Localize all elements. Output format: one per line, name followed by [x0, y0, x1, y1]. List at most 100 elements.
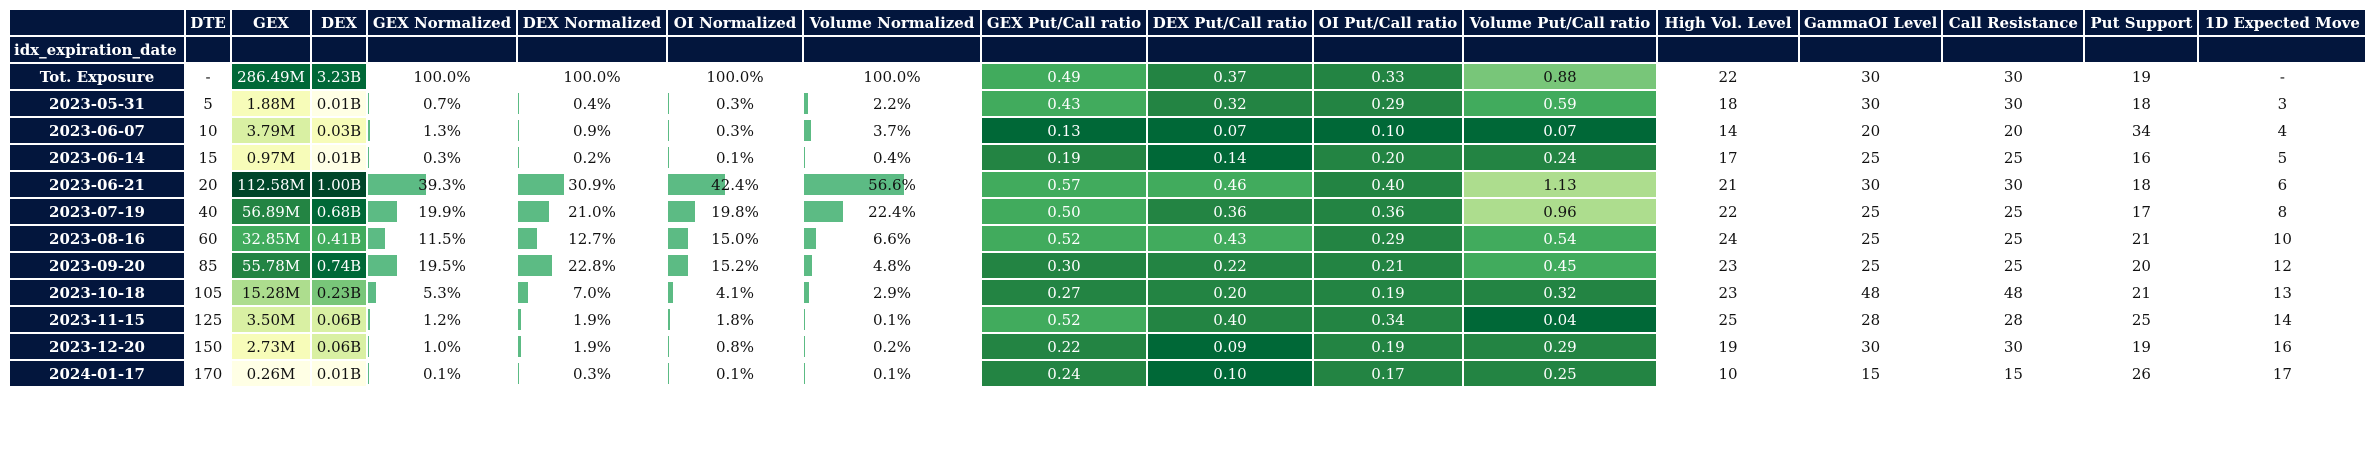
- cell-gex: 3.79M: [230, 116, 312, 145]
- index-header-blank: [980, 35, 1148, 64]
- cell-dex-normalized: 1.9%: [516, 332, 668, 361]
- index-header-blank: [802, 35, 982, 64]
- bar-fill: [519, 174, 564, 195]
- cell-value: 15.0%: [711, 229, 759, 248]
- column-header-gex: GEX: [230, 8, 312, 37]
- bar-fill: [804, 363, 805, 384]
- cell-value: 100.0%: [863, 67, 921, 86]
- cell-dex: 3.23B: [310, 62, 368, 91]
- bar-fill: [669, 228, 689, 249]
- bar-fill: [519, 336, 521, 357]
- row-label: 2023-09-20: [8, 251, 186, 280]
- row-label: 2023-11-15: [8, 305, 186, 334]
- bar-fill: [369, 282, 376, 303]
- row-label: 2023-07-19: [8, 197, 186, 226]
- row-label: 2023-06-21: [8, 170, 186, 199]
- cell-gex-put-call-ratio: 0.22: [980, 332, 1148, 361]
- cell-value: 0.9%: [572, 121, 612, 140]
- bar-fill: [518, 147, 519, 168]
- cell-value: 3.7%: [872, 121, 912, 140]
- cell-value: 100.0%: [563, 67, 621, 86]
- cell-gex: 286.49M: [230, 62, 312, 91]
- index-header-blank: [2083, 35, 2200, 64]
- cell-gammaoi-level: 30: [1797, 62, 1944, 91]
- bar-fill: [369, 336, 370, 357]
- bar-fill: [369, 93, 370, 114]
- cell-oi-normalized: 0.1%: [666, 359, 804, 388]
- cell-dex: 0.01B: [310, 89, 368, 118]
- bar-fill: [804, 336, 805, 357]
- cell-put-support: 21: [2083, 278, 2200, 307]
- corner-cell: [8, 8, 186, 37]
- cell-oi-normalized: 42.4%: [666, 170, 804, 199]
- table-row: 2023-06-07 10 3.79M 0.03B 1.3% 0.9% 0.3% 3.7% 0.…: [8, 116, 2368, 145]
- cell-gex-normalized: 0.1%: [366, 359, 518, 388]
- cell-gex: 56.89M: [230, 197, 312, 226]
- cell-volume-normalized: 6.6%: [802, 224, 982, 253]
- cell-1d-expected-move: 16: [2197, 332, 2368, 361]
- cell-gex-normalized: 5.3%: [366, 278, 518, 307]
- cell-gammaoi-level: 25: [1797, 224, 1944, 253]
- cell-dex-normalized: 0.4%: [516, 89, 668, 118]
- table-row: 2023-12-20 150 2.73M 0.06B 1.0% 1.9% 0.8% 0.2% 0…: [8, 332, 2368, 361]
- index-header-blank: [230, 35, 312, 64]
- cell-volume-normalized: 0.1%: [802, 359, 982, 388]
- cell-call-resistance: 30: [1941, 170, 2086, 199]
- cell-value: 0.1%: [872, 364, 912, 383]
- cell-1d-expected-move: 13: [2197, 278, 2368, 307]
- table-row: 2023-08-16 60 32.85M 0.41B 11.5% 12.7% 15.0% 6.…: [8, 224, 2368, 253]
- cell-dte: 150: [184, 332, 232, 361]
- cell-gex-normalized: 1.2%: [366, 305, 518, 334]
- cell-volume-put-call-ratio: 0.24: [1462, 143, 1658, 172]
- cell-value: 4.8%: [872, 256, 912, 275]
- bar-fill: [369, 255, 397, 276]
- cell-value: 2.2%: [872, 94, 912, 113]
- column-header-oi-put-call-ratio: OI Put/Call ratio: [1312, 8, 1464, 37]
- cell-gex-normalized: 19.9%: [366, 197, 518, 226]
- cell-value: 0.2%: [872, 337, 912, 356]
- cell-high-vol-level: 22: [1656, 197, 1800, 226]
- cell-put-support: 26: [2083, 359, 2200, 388]
- cell-value: 1.0%: [422, 337, 462, 356]
- cell-oi-normalized: 0.1%: [666, 143, 804, 172]
- cell-value: 19.5%: [418, 256, 466, 275]
- bar-fill: [669, 309, 671, 330]
- total-row: Tot. Exposure -286.49M 3.23B 100.0% 100.0% 10…: [8, 62, 2368, 91]
- cell-oi-put-call-ratio: 0.34: [1312, 305, 1464, 334]
- cell-volume-put-call-ratio: 1.13: [1462, 170, 1658, 199]
- row-label: 2023-08-16: [8, 224, 186, 253]
- cell-value: 0.4%: [572, 94, 612, 113]
- cell-value: 56.6%: [868, 175, 916, 194]
- cell-oi-normalized: 15.0%: [666, 224, 804, 253]
- cell-high-vol-level: 21: [1656, 170, 1800, 199]
- cell-dex-normalized: 0.2%: [516, 143, 668, 172]
- index-header-blank: [366, 35, 518, 64]
- cell-oi-put-call-ratio: 0.36: [1312, 197, 1464, 226]
- index-header-blank: [1462, 35, 1658, 64]
- row-label: 2023-06-07: [8, 116, 186, 145]
- cell-dex-put-call-ratio: 0.10: [1146, 359, 1314, 388]
- column-header-oi-normalized: OI Normalized: [666, 8, 804, 37]
- bar-fill: [804, 309, 805, 330]
- cell-value: 12.7%: [568, 229, 616, 248]
- cell-put-support: 19: [2083, 332, 2200, 361]
- cell-volume-normalized: 3.7%: [802, 116, 982, 145]
- cell-call-resistance: 30: [1941, 62, 2086, 91]
- cell-value: 0.3%: [715, 94, 755, 113]
- cell-dex-normalized: 22.8%: [516, 251, 668, 280]
- cell-value: 0.3%: [422, 148, 462, 167]
- bar-fill: [805, 93, 808, 114]
- cell-gex-normalized: 1.0%: [366, 332, 518, 361]
- index-header-blank: [1146, 35, 1314, 64]
- cell-dex: 0.68B: [310, 197, 368, 226]
- cell-oi-put-call-ratio: 0.29: [1312, 89, 1464, 118]
- row-label: 2023-12-20: [8, 332, 186, 361]
- cell-volume-put-call-ratio: 0.29: [1462, 332, 1658, 361]
- cell-high-vol-level: 24: [1656, 224, 1800, 253]
- row-label: 2024-01-17: [8, 359, 186, 388]
- bar-fill: [368, 147, 369, 168]
- column-header-dex: DEX: [310, 8, 368, 37]
- cell-high-vol-level: 18: [1656, 89, 1800, 118]
- cell-gex: 0.97M: [230, 143, 312, 172]
- cell-high-vol-level: 14: [1656, 116, 1800, 145]
